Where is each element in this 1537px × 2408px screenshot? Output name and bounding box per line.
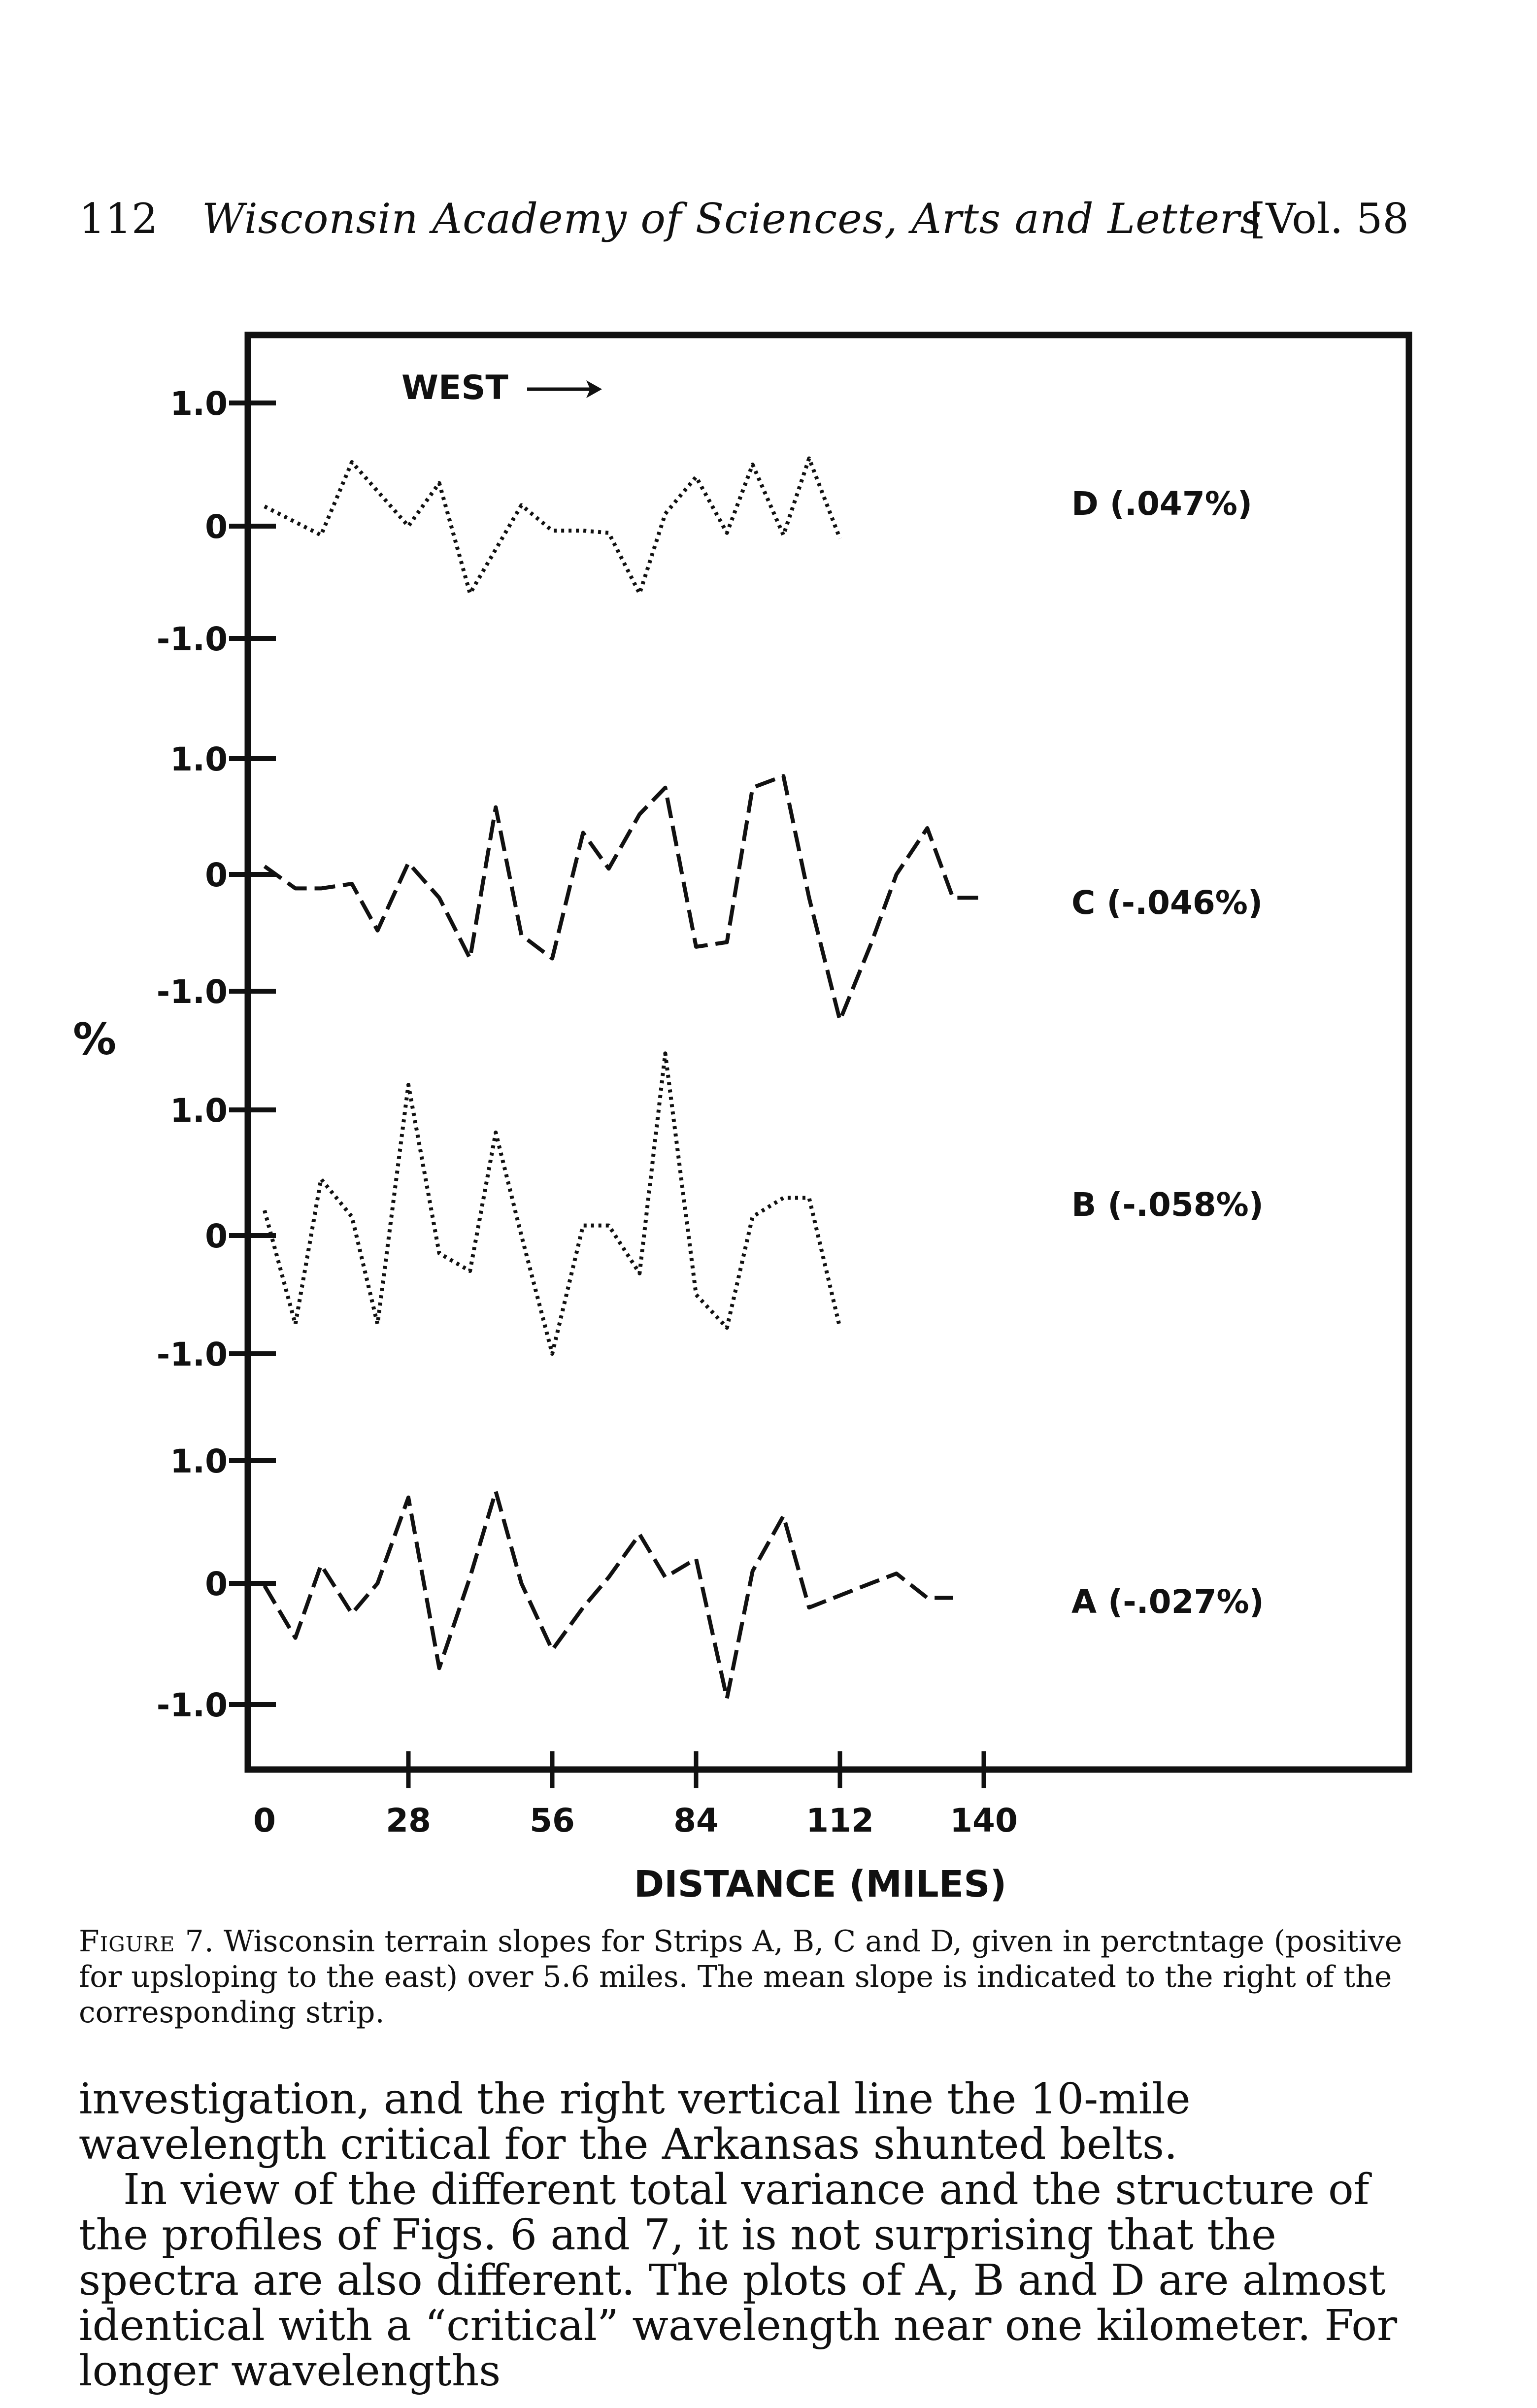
y-unit-label: % [73, 1014, 116, 1065]
body-paragraph: investigation, and the right vertical li… [79, 2074, 1191, 2169]
series-line-D [264, 456, 842, 596]
y-tick-label: -1.0 [157, 1336, 228, 1373]
y-tick-label: 0 [205, 856, 228, 894]
y-axes: 1.0 0 -1.0 1.0 0 -1.0 1.0 0 -1.0 1.0 0 -1.0 [157, 385, 276, 1724]
y-tick-label: -1.0 [157, 973, 228, 1011]
series-layer [263, 456, 984, 1701]
journal-title: Wisconsin Academy of Sciences, Arts and … [202, 195, 1262, 243]
body-text: investigation, and the right vertical li… [79, 2076, 1419, 2394]
terrain-slope-figure: 1.0 0 -1.0 1.0 0 -1.0 1.0 0 -1.0 1.0 0 -1.0 0 28 56 84… [73, 332, 1412, 1906]
page-number: 112 [79, 195, 158, 243]
x-tick-label: 84 [673, 1802, 719, 1839]
plot-frame [244, 332, 1412, 1773]
y-tick-label: 0 [205, 1565, 228, 1603]
x-tick-label: 56 [530, 1802, 575, 1839]
page-header: 112 Wisconsin Academy of Sciences, Arts … [79, 195, 1409, 259]
series-labels: D (.047%) C (-.046%) B (-.058%) A (-.027%) [1071, 485, 1264, 1621]
series-label-D: D (.047%) [1071, 485, 1252, 523]
series-label-A: A (-.027%) [1071, 1583, 1264, 1621]
body-paragraph: In view of the different total variance … [79, 2165, 1398, 2396]
caption-text: Wisconsin terrain slopes for Strips A, B… [79, 1924, 1403, 2030]
direction-label: WEST [401, 368, 508, 407]
y-tick-label: 0 [205, 1217, 228, 1255]
series-line-C [263, 774, 984, 1023]
figure-caption: Figure 7. Wisconsin terrain slopes for S… [79, 1924, 1409, 2030]
x-axis-title: DISTANCE (MILES) [634, 1863, 1007, 1906]
y-tick-label: -1.0 [157, 620, 228, 658]
y-tick-label: 1.0 [170, 1442, 228, 1480]
x-axis: 0 28 56 84 112 140 [253, 1751, 1018, 1839]
series-line-B [263, 1051, 842, 1356]
series-label-C: C (-.046%) [1071, 884, 1263, 922]
y-tick-label: 1.0 [170, 385, 228, 423]
y-tick-label: 0 [205, 508, 228, 546]
y-tick-label: -1.0 [157, 1686, 228, 1724]
y-tick-label: 1.0 [170, 740, 228, 778]
y-tick-label: 1.0 [170, 1092, 228, 1130]
series-label-B: B (-.058%) [1071, 1186, 1264, 1224]
x-tick-label: 140 [950, 1802, 1018, 1839]
x-tick-label: 112 [806, 1802, 874, 1839]
caption-figure-label: Figure 7. [79, 1924, 214, 1959]
x-tick-label: 28 [386, 1802, 431, 1839]
volume-label: [Vol. 58 [1249, 195, 1409, 243]
arrow-right-icon [527, 380, 602, 398]
x-tick-label: 0 [253, 1802, 276, 1839]
series-line-A [263, 1489, 953, 1701]
